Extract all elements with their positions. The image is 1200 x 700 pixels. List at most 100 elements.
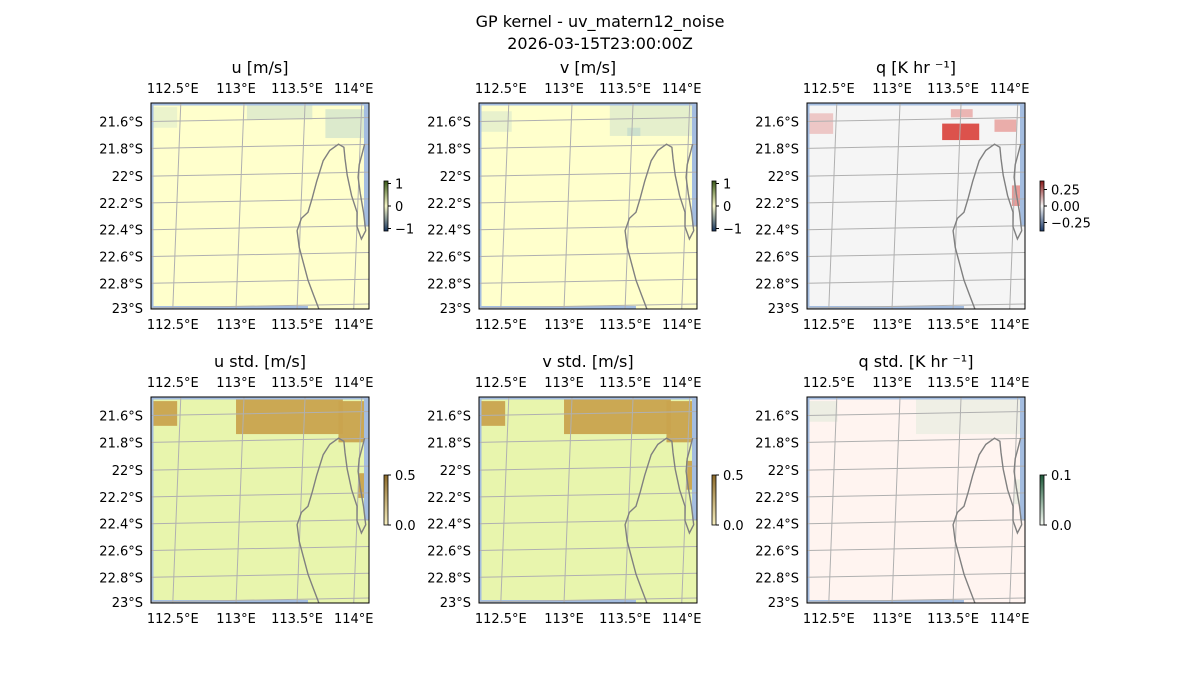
- ocean-edge: [479, 103, 482, 309]
- lon-tick-label: 112.5°E: [147, 318, 199, 333]
- lat-tick-label: 22.8°S: [427, 277, 471, 292]
- lon-tick-label: 114°E: [662, 612, 702, 627]
- lon-tick-label: 113°E: [216, 82, 256, 97]
- lon-tick-label: 112.5°E: [803, 318, 855, 333]
- lat-tick-label: 23°S: [768, 596, 799, 611]
- lat-tick-label: 22.8°S: [99, 571, 143, 586]
- graticule-parallel: [479, 519, 697, 525]
- heatmap-patch: [609, 103, 697, 136]
- lon-tick-label: 114°E: [662, 82, 702, 97]
- colorbar: [1039, 474, 1045, 526]
- ocean-edge: [1020, 103, 1025, 227]
- heatmap-patch: [236, 397, 343, 435]
- lat-tick-label: 22.2°S: [99, 197, 143, 212]
- lat-tick-label: 22.2°S: [427, 491, 471, 506]
- graticule-parallel: [151, 411, 369, 417]
- coastline: [624, 437, 695, 603]
- ocean-edge: [151, 397, 369, 400]
- colorbar: [711, 180, 717, 232]
- colorbar-tick-label: 0.0: [723, 519, 744, 534]
- map-frame: [806, 102, 1026, 310]
- heatmap-patch: [151, 401, 178, 426]
- graticule-meridian: [296, 397, 306, 603]
- graticule-parallel: [479, 198, 697, 204]
- lon-tick-label: 113.5°E: [599, 82, 651, 97]
- lat-tick-label: 22.8°S: [427, 571, 471, 586]
- lon-tick-label: 113.5°E: [599, 318, 651, 333]
- lon-tick-label: 113°E: [872, 612, 912, 627]
- ocean-edge: [364, 397, 369, 521]
- graticule-parallel: [151, 572, 369, 578]
- colorbar: [1039, 180, 1045, 232]
- heatmap-patch: [807, 113, 834, 134]
- graticule-parallel: [479, 597, 697, 603]
- graticule-parallel: [151, 278, 369, 284]
- graticule-parallel: [479, 437, 697, 443]
- lat-tick-label: 22°S: [440, 170, 471, 185]
- colorbar-tick-label: 1: [395, 178, 403, 193]
- lat-tick-label: 21.8°S: [99, 142, 143, 157]
- heatmap-patch: [358, 473, 369, 498]
- lat-tick-label: 21.8°S: [99, 436, 143, 451]
- map-frame: [478, 396, 698, 604]
- lon-tick-label: 112.5°E: [803, 82, 855, 97]
- ocean-edge: [479, 600, 636, 603]
- heatmap-patch: [338, 401, 369, 443]
- lat-tick-label: 21.8°S: [427, 142, 471, 157]
- lon-tick-label: 112.5°E: [475, 318, 527, 333]
- map-panel: q std. [K hr ⁻¹] 112.5°E 112.5°E 113°E 113°E…: [755, 352, 1071, 627]
- colorbar-tick-label: 0: [395, 200, 403, 215]
- heatmap-patch: [564, 397, 671, 435]
- ocean-edge: [151, 103, 369, 106]
- lat-tick-label: 21.6°S: [755, 116, 799, 131]
- lat-tick-label: 21.8°S: [427, 436, 471, 451]
- lat-tick-label: 22.4°S: [99, 224, 143, 239]
- map-frame: [150, 396, 370, 604]
- graticule-meridian: [828, 103, 838, 309]
- lat-tick-label: 22°S: [112, 170, 143, 185]
- graticule-parallel: [807, 411, 1025, 417]
- lon-tick-label: 113°E: [544, 318, 584, 333]
- colorbar-tick-label: 0.0: [395, 519, 416, 534]
- map-panel: q [K hr ⁻¹] 112.5°E 112.5°E 113°E 113°E 113.5…: [755, 58, 1091, 333]
- graticule-parallel: [151, 251, 369, 257]
- map-plot-area: [479, 397, 697, 603]
- map-panel: u std. [m/s] 112.5°E 112.5°E 113°E 113°E 113.…: [99, 352, 415, 627]
- graticule-parallel: [807, 225, 1025, 231]
- ocean-edge: [151, 600, 308, 603]
- panel-title: u std. [m/s]: [214, 352, 306, 371]
- graticule-parallel: [479, 278, 697, 284]
- graticule-parallel: [151, 117, 369, 123]
- graticule-meridian: [353, 103, 363, 309]
- graticule-parallel: [807, 171, 1025, 177]
- graticule-parallel: [807, 465, 1025, 471]
- graticule-meridian: [172, 103, 182, 309]
- graticule-meridian: [563, 103, 573, 309]
- graticule-parallel: [479, 117, 697, 123]
- lon-tick-label: 114°E: [990, 82, 1030, 97]
- colorbar-tick-label: 0.25: [1051, 184, 1080, 199]
- map-plot-area: [151, 103, 369, 309]
- lat-tick-label: 21.6°S: [427, 410, 471, 425]
- graticule-parallel: [479, 225, 697, 231]
- coastline: [952, 437, 1023, 603]
- lat-tick-label: 22°S: [112, 464, 143, 479]
- graticule-meridian: [296, 103, 306, 309]
- graticule-parallel: [807, 198, 1025, 204]
- lat-tick-label: 21.8°S: [755, 436, 799, 451]
- colorbar: [711, 474, 717, 526]
- figure-subtitle: 2026-03-15T23:00:00Z: [507, 34, 693, 53]
- lon-tick-label: 113°E: [544, 612, 584, 627]
- lon-tick-label: 113°E: [872, 318, 912, 333]
- ocean-edge: [479, 103, 697, 106]
- ocean-edge: [807, 103, 810, 309]
- lat-tick-label: 23°S: [768, 302, 799, 317]
- graticule-parallel: [807, 143, 1025, 149]
- graticule-parallel: [479, 171, 697, 177]
- graticule-meridian: [681, 103, 691, 309]
- ocean-edge: [151, 306, 308, 309]
- heatmap-patch: [479, 401, 506, 426]
- graticule-parallel: [151, 171, 369, 177]
- lat-tick-label: 23°S: [440, 596, 471, 611]
- graticule-meridian: [681, 397, 691, 603]
